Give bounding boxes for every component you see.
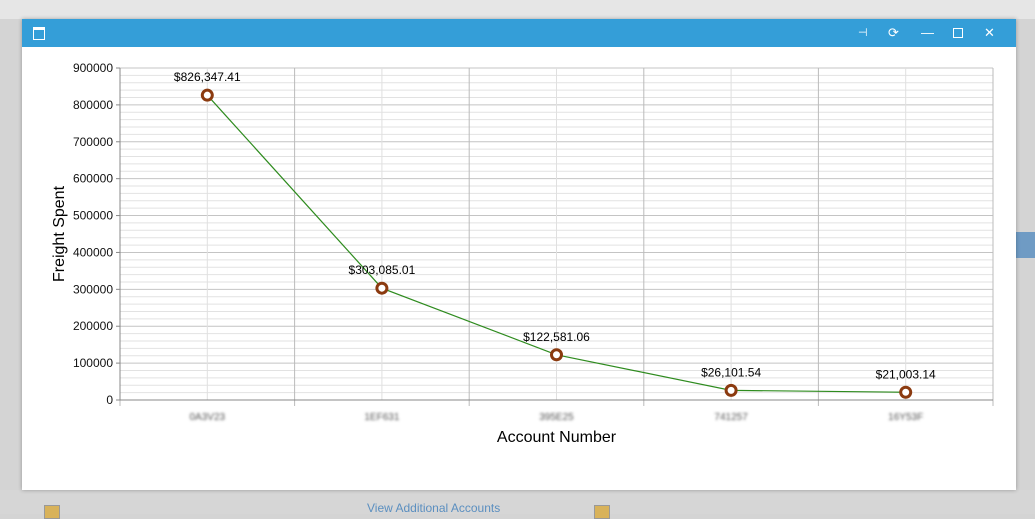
view-additional-accounts-link[interactable]: View Additional Accounts [367, 501, 501, 515]
x-tick-label: 16Y53F [888, 412, 923, 423]
background-footer [0, 490, 1035, 514]
data-label: $826,347.41 [174, 70, 241, 84]
dialog-titlebar[interactable]: ⊣ ⟳ — ✕ [22, 19, 1016, 47]
close-icon[interactable]: ✕ [984, 25, 995, 40]
line-chart: 0 100000 200000 300000 400000 500000 600000 700… [51, 61, 994, 446]
chart-dialog: ⊣ ⟳ — ✕ 0 100000 200000 300000 400000 500000 6… [22, 19, 1016, 490]
x-tick-label: 741257 [714, 412, 748, 423]
data-point [899, 385, 913, 399]
background-dashboard [0, 0, 1035, 19]
y-tick-label: 800000 [73, 98, 113, 112]
x-tick-label: 0A3V23 [190, 412, 226, 423]
background-panel [1016, 232, 1035, 258]
y-tick-label: 900000 [73, 61, 113, 75]
window-icon [33, 27, 45, 40]
data-point [724, 383, 738, 397]
minimize-icon[interactable]: — [921, 25, 934, 40]
data-point [375, 281, 389, 295]
y-tick-label: 700000 [73, 135, 113, 149]
data-label: $26,101.54 [701, 365, 761, 379]
y-tick-label: 400000 [73, 245, 113, 259]
y-tick-label: 200000 [73, 319, 113, 333]
data-label: $303,085.01 [349, 263, 416, 277]
data-point [550, 348, 563, 362]
data-label: $122,581.06 [523, 330, 590, 344]
data-label: $21,003.14 [876, 367, 936, 381]
maximize-icon[interactable] [953, 28, 963, 38]
y-tick-label: 0 [106, 393, 113, 407]
folder-icon [44, 505, 60, 519]
data-point [200, 88, 214, 102]
folder-icon [594, 505, 610, 519]
y-tick-label: 500000 [73, 209, 113, 223]
refresh-icon[interactable]: ⟳ [888, 25, 899, 40]
y-tick-label: 600000 [73, 172, 113, 186]
x-tick-label: 1EF631 [364, 412, 399, 423]
pin-icon[interactable]: ⊣ [858, 27, 868, 39]
y-tick-label: 100000 [73, 356, 113, 370]
y-axis-title: Freight Spent [51, 185, 68, 282]
y-tick-label: 300000 [73, 282, 113, 296]
x-tick-label: 395E25 [539, 412, 574, 423]
x-axis-title: Account Number [497, 429, 617, 446]
